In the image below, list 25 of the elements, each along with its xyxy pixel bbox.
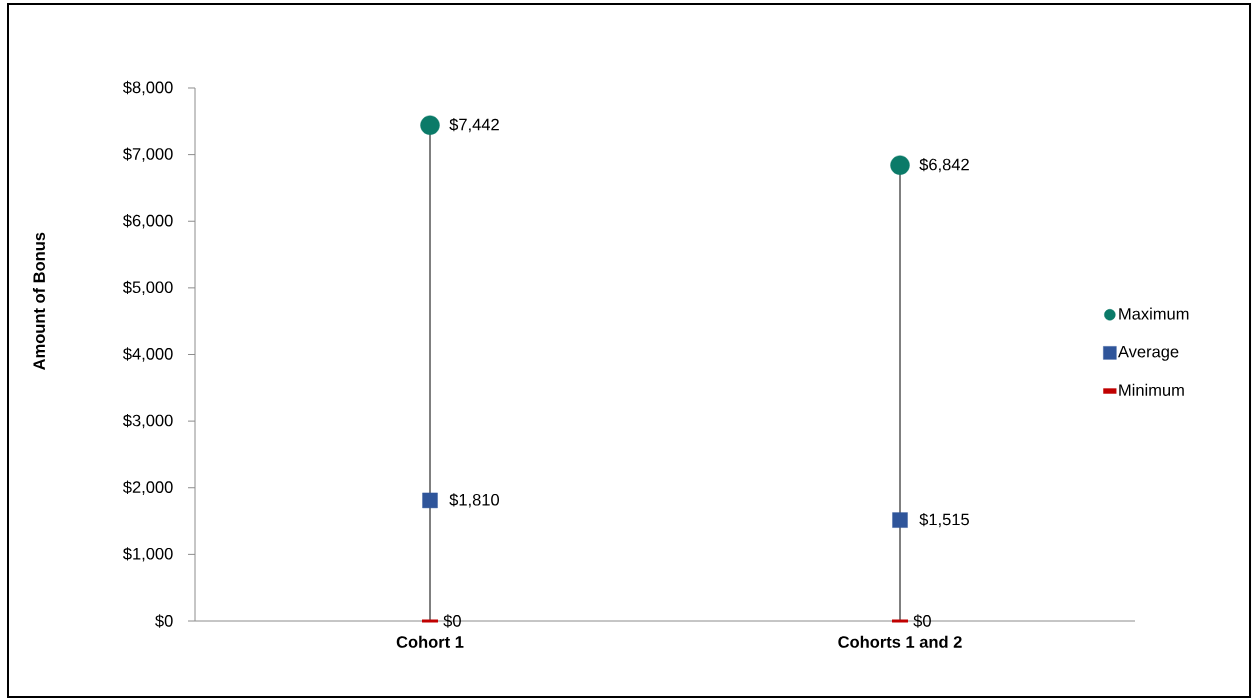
y-tick-label: $1,000 <box>123 547 173 562</box>
y-tick-label: $2,000 <box>123 480 173 495</box>
legend-label: Maximum <box>1119 307 1189 320</box>
y-tick-label: $5,000 <box>123 280 173 296</box>
x-tick-label: Cohort 1 <box>396 635 464 648</box>
data-label: $0 <box>913 614 931 628</box>
y-tick-label: $6,000 <box>123 214 173 229</box>
y-tick-label: $4,000 <box>123 347 173 362</box>
y-tick-label: $0 <box>155 614 173 628</box>
data-label: $6,842 <box>919 157 969 173</box>
y-tick-label: $3,000 <box>123 413 173 429</box>
data-label: $1,515 <box>919 512 969 528</box>
legend-label: Average <box>1117 345 1179 361</box>
y-tick-label: $7,000 <box>123 147 173 162</box>
data-label: $1,810 <box>449 493 500 508</box>
point <box>892 512 908 528</box>
data-label: $0 <box>443 614 461 628</box>
y-tick-label: $8,000 <box>123 80 173 96</box>
data-label: $7,442 <box>449 118 499 133</box>
x-tick-label: Cohorts 1 and 2 <box>838 635 962 648</box>
point <box>422 492 438 509</box>
point <box>890 155 910 175</box>
point <box>420 115 440 135</box>
legend-label: Minimum <box>1119 383 1184 396</box>
y-axis-title: Amount of Bonus <box>32 232 46 370</box>
